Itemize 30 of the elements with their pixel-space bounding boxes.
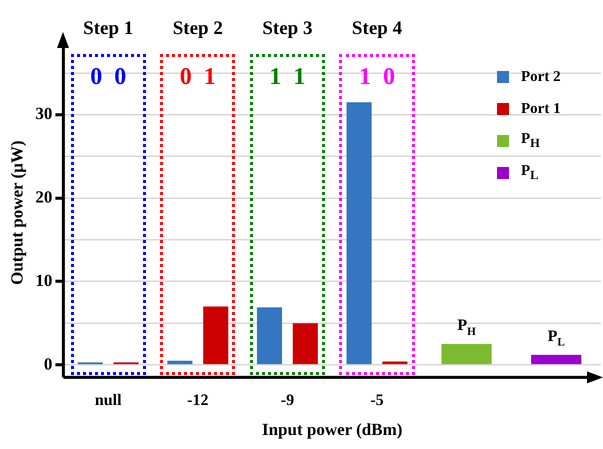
legend-label: Port 1 <box>521 100 561 118</box>
y-tick-label: 30 <box>35 104 52 124</box>
y-tick-label: 0 <box>44 354 52 374</box>
bar <box>167 360 192 364</box>
x-tick-label: -5 <box>370 392 384 410</box>
x-axis-title: Input power (dBm) <box>262 420 402 440</box>
bar <box>382 362 408 364</box>
x-tick-label: -12 <box>187 392 208 410</box>
bar <box>203 306 228 364</box>
bar <box>346 102 372 364</box>
annotation: 0 1 <box>180 64 216 90</box>
annotation: 1 1 <box>269 64 306 90</box>
annotation: 0 0 <box>90 64 126 90</box>
legend-label: Port 2 <box>521 68 561 86</box>
x-tick-label: -9 <box>280 392 294 410</box>
bar <box>292 323 318 364</box>
y-tick-label: 20 <box>35 187 52 206</box>
text: Step 3 <box>262 18 312 39</box>
legend-label: P$_{H}$ <box>521 131 540 151</box>
bar <box>442 344 492 364</box>
y-axis-title: Output power (μW) <box>8 140 27 285</box>
annotation: 1 0 <box>359 64 395 90</box>
y-tick-label: 10 <box>35 270 52 290</box>
text: Step 2 <box>172 18 223 39</box>
legend-label: P$_{L}$ <box>521 163 539 183</box>
bar <box>256 307 282 364</box>
bar <box>531 354 582 364</box>
x-tick-label: null <box>94 392 122 410</box>
text: Step 1 <box>83 18 134 39</box>
text: Step 4 <box>352 18 403 39</box>
